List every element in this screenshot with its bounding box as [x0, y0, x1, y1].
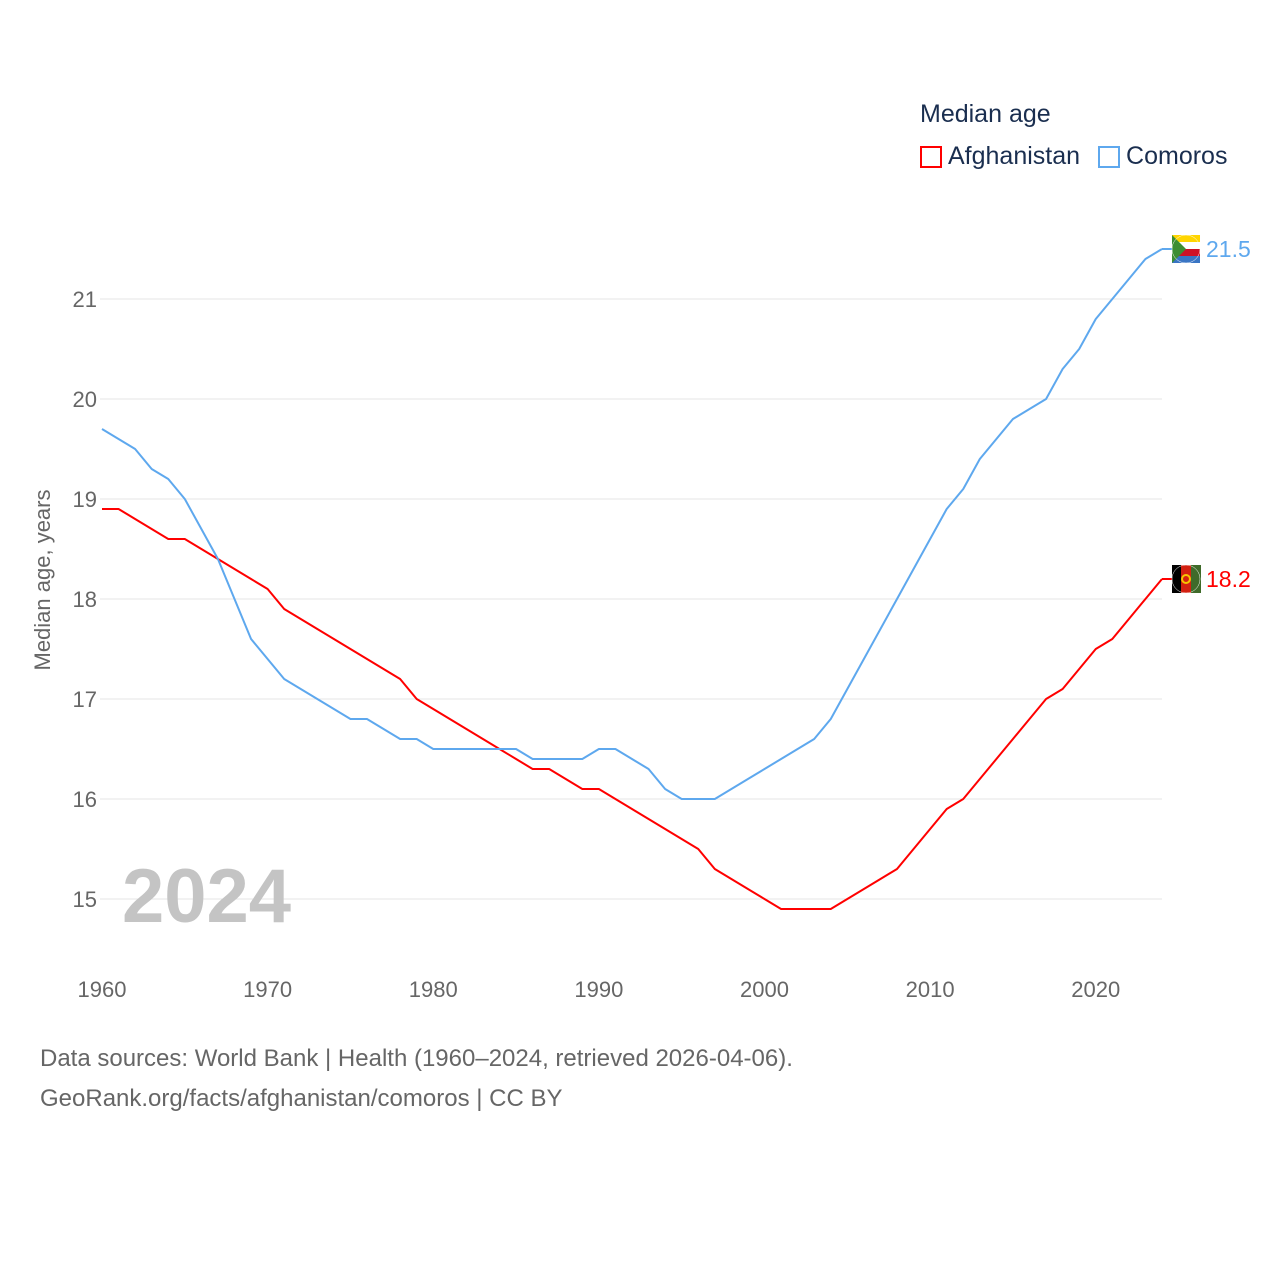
flag-comoros-stripe [1172, 249, 1200, 256]
x-tick-label: 2020 [1071, 977, 1120, 1002]
series-line-afghanistan [102, 508, 1163, 910]
flag-afghanistan-stripe [1191, 565, 1201, 593]
flag-afghanistan-stripe [1172, 565, 1182, 593]
y-tick-label: 18 [73, 587, 97, 612]
legend-item-comoros[interactable]: Comoros [1098, 142, 1227, 171]
legend-swatch-afghanistan [920, 145, 942, 168]
end-value-label: 18.2 [1206, 566, 1251, 592]
x-tick-label: 2000 [740, 977, 789, 1002]
data-source-text: Data sources: World Bank | Health (1960–… [40, 1045, 793, 1072]
legend-label-afghanistan: Afghanistan [948, 142, 1081, 170]
y-tick-label: 15 [73, 887, 97, 912]
flag-afghanistan-stripe [1181, 565, 1191, 593]
legend-label-comoros: Comoros [1126, 142, 1228, 170]
y-tick-label: 16 [73, 787, 97, 812]
flag-afghanistan-icon [1171, 564, 1201, 594]
legend: Afghanistan Comoros [920, 142, 1227, 171]
flag-afghanistan-emblem-icon [1181, 574, 1191, 584]
flag-comoros-icon [1171, 234, 1201, 264]
x-tick-label: 1960 [78, 977, 127, 1002]
y-tick-label: 21 [73, 287, 97, 312]
legend-swatch-comoros [1098, 145, 1121, 168]
flag-comoros-stripe [1172, 242, 1200, 249]
legend-title: Median age [920, 100, 1051, 128]
y-tick-label: 17 [73, 687, 97, 712]
series-line-comoros [101, 248, 1163, 800]
x-tick-label: 1990 [574, 977, 623, 1002]
year-watermark: 2024 [122, 854, 291, 939]
x-tick-label: 1970 [243, 977, 292, 1002]
y-axis-label: Median age, years [30, 490, 55, 671]
flag-comoros-stripe [1172, 256, 1200, 263]
source-link[interactable]: GeoRank.org/facts/afghanistan/comoros | … [40, 1085, 563, 1112]
legend-item-afghanistan[interactable]: Afghanistan [920, 142, 1080, 171]
x-tick-label: 2010 [906, 977, 955, 1002]
x-tick-label: 1980 [409, 977, 458, 1002]
flag-comoros-triangle [1172, 235, 1186, 263]
y-tick-label: 19 [73, 487, 97, 512]
y-tick-label: 20 [73, 387, 97, 412]
end-value-label: 21.5 [1206, 236, 1251, 262]
flag-comoros-stripe [1172, 235, 1200, 242]
